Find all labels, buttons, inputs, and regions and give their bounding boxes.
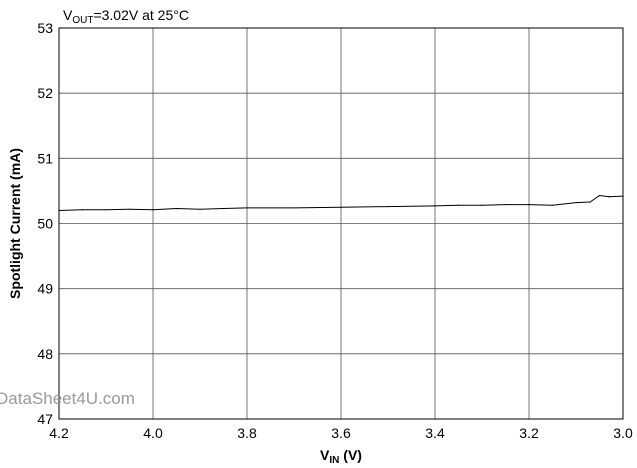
data-point	[457, 204, 460, 206]
data-point	[222, 207, 225, 210]
chart-annotation: VOUT=3.02V at 25°C	[63, 7, 189, 26]
data-point	[246, 207, 248, 209]
y-tick-label: 47	[37, 411, 53, 427]
data-point	[293, 207, 295, 209]
data-point	[105, 209, 107, 211]
data-point	[434, 205, 436, 207]
x-tick-label: 3.2	[519, 425, 539, 441]
y-tick-label: 49	[37, 281, 53, 297]
data-point	[81, 209, 84, 211]
x-axis-label: VIN (V)	[320, 447, 362, 466]
plot-frame	[58, 27, 624, 420]
data-point	[128, 208, 131, 210]
annotation-main: V	[63, 7, 73, 23]
data-point	[152, 209, 154, 211]
data-point	[551, 204, 554, 206]
x-label-sub: IN	[329, 455, 339, 466]
watermark-text: DataSheet4U.com	[0, 389, 135, 408]
y-tick-label: 50	[37, 216, 53, 232]
annotation-sub: OUT	[72, 15, 93, 26]
y-tick-label: 51	[37, 150, 53, 166]
x-tick-label: 4.0	[143, 425, 163, 441]
x-tick-labels: 4.2 4.0 3.8 3.6 3.4 3.2 3.0	[49, 425, 633, 441]
y-tick-label: 53	[37, 20, 53, 36]
data-point	[589, 201, 591, 203]
data-point	[598, 194, 601, 197]
y-tick-labels: 47 48 49 50 51 52 53	[37, 20, 53, 427]
x-tick-label: 3.8	[237, 425, 257, 441]
x-label-rest: (V)	[339, 447, 362, 463]
x-tick-label: 3.4	[425, 425, 445, 441]
data-point	[608, 196, 610, 198]
y-tick-label: 48	[37, 346, 53, 362]
x-tick-label: 3.6	[331, 425, 351, 441]
data-point	[340, 206, 342, 208]
x-tick-label: 3.0	[613, 425, 633, 441]
data-point	[387, 205, 389, 208]
data-point	[504, 204, 507, 206]
x-label-main: V	[320, 447, 330, 463]
x-tick-label: 4.2	[49, 425, 69, 441]
data-point	[528, 204, 530, 206]
data-point	[199, 208, 201, 210]
y-axis-label: Spotlight Current (mA)	[7, 148, 23, 299]
data-point	[175, 207, 178, 210]
y-tick-label: 52	[37, 85, 53, 101]
data-point	[481, 204, 483, 206]
annotation-rest: =3.02V at 25°C	[93, 7, 189, 23]
data-point	[575, 202, 577, 204]
grid	[59, 28, 623, 419]
